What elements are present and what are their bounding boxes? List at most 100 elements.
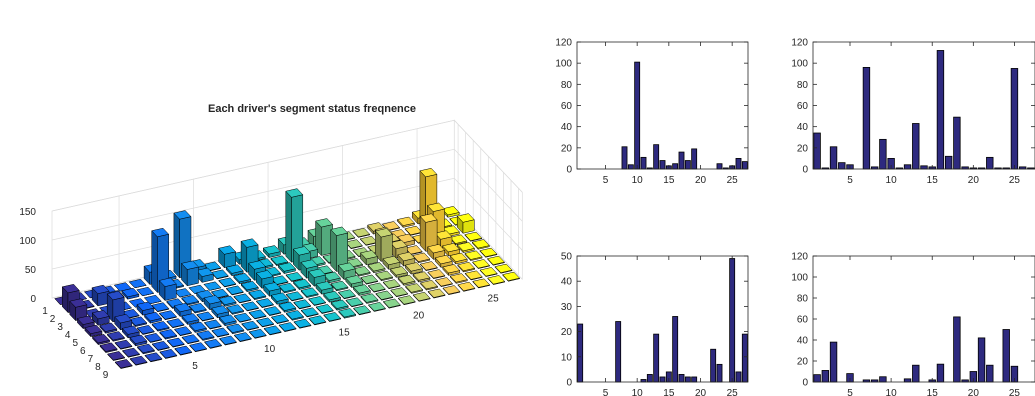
y-tick-label: 0 bbox=[802, 165, 808, 176]
bar3-bar bbox=[457, 281, 476, 293]
bar bbox=[944, 155, 953, 170]
bar3-bar bbox=[449, 273, 468, 285]
x-tick-label: 25 bbox=[488, 294, 500, 305]
bar3-bar bbox=[360, 250, 378, 266]
bar bbox=[912, 364, 920, 383]
bar3-bar bbox=[129, 355, 148, 366]
bar3-bar bbox=[204, 339, 223, 350]
bar3-bar bbox=[136, 301, 155, 316]
bar bbox=[678, 151, 685, 170]
bar3-bar bbox=[271, 314, 290, 325]
bar3-bar bbox=[84, 324, 103, 338]
bar bbox=[691, 376, 698, 383]
bar3-bar bbox=[159, 329, 178, 340]
x-tick-label: 15 bbox=[927, 388, 939, 396]
bar3-bar bbox=[352, 266, 371, 277]
bar bbox=[672, 163, 679, 170]
x-tick-label: 20 bbox=[695, 388, 707, 396]
bar3-bar bbox=[225, 264, 244, 277]
bar3-bar bbox=[464, 231, 483, 242]
bar3-bar bbox=[129, 334, 148, 347]
bar3-bar bbox=[203, 295, 222, 311]
bar3-bar bbox=[151, 341, 170, 352]
axes-box bbox=[576, 255, 749, 383]
bar3-bar bbox=[374, 228, 393, 263]
bar3-bar bbox=[472, 259, 491, 270]
bar3-bar bbox=[419, 261, 438, 272]
y-tick-label: 2 bbox=[50, 314, 56, 325]
bar3-bar bbox=[173, 210, 192, 279]
y-tick-label: 80 bbox=[797, 80, 809, 91]
bar3-bar bbox=[114, 314, 133, 331]
bar3-bar bbox=[449, 252, 468, 265]
bar3-bar bbox=[263, 306, 282, 317]
bar3-bar bbox=[211, 327, 230, 338]
bar3-bar bbox=[285, 310, 304, 321]
bar3-bar bbox=[196, 330, 215, 342]
bar3-bar bbox=[121, 287, 140, 300]
bar bbox=[1010, 68, 1019, 170]
bar3-bar bbox=[479, 267, 498, 278]
bar bbox=[640, 156, 647, 170]
bar3-bar bbox=[255, 298, 274, 309]
y-tick-label: 60 bbox=[561, 101, 573, 112]
bar3-bar bbox=[457, 261, 476, 273]
bar3-bar bbox=[293, 278, 312, 291]
bar3-bar bbox=[233, 273, 252, 285]
y-tick-label: 1 bbox=[42, 306, 48, 317]
bar3-bar bbox=[487, 255, 505, 266]
z-tick-label: 150 bbox=[19, 207, 36, 218]
bar3-bar bbox=[189, 342, 208, 353]
x-tick-label: 10 bbox=[264, 344, 276, 355]
bar3-bar bbox=[136, 325, 155, 336]
bar bbox=[621, 146, 628, 170]
bar bbox=[813, 374, 821, 383]
bar bbox=[829, 341, 838, 383]
bar3-bar bbox=[188, 303, 207, 314]
bar3-bar bbox=[174, 326, 193, 337]
bar bbox=[953, 116, 961, 170]
bar3-bar bbox=[494, 263, 513, 274]
bar3-bar bbox=[471, 239, 490, 250]
x-tick-label: 10 bbox=[632, 388, 644, 396]
bar3-bar bbox=[166, 337, 185, 348]
y-tick-label: 30 bbox=[561, 302, 573, 313]
bar3-bar bbox=[225, 285, 244, 296]
y-tick-label: 9 bbox=[103, 370, 109, 381]
y-tick-label: 120 bbox=[791, 252, 808, 263]
bar3-bar bbox=[412, 252, 431, 264]
bar bbox=[691, 148, 698, 170]
bar3-bar bbox=[330, 299, 349, 311]
x-tick-label: 5 bbox=[603, 388, 609, 396]
bar3-bar bbox=[151, 321, 170, 332]
bar3-bar bbox=[92, 334, 111, 346]
bar3-bar bbox=[308, 296, 327, 307]
bar3-bar bbox=[420, 280, 439, 291]
y-tick-label: 6 bbox=[80, 346, 86, 357]
bar3-bar bbox=[136, 286, 155, 297]
x-tick-label: 25 bbox=[1009, 175, 1021, 186]
x-tick-label: 15 bbox=[663, 388, 675, 396]
bar3-bar bbox=[390, 287, 409, 298]
bar3-bar bbox=[181, 313, 200, 326]
bar3-bar bbox=[262, 245, 281, 259]
bar3-bar bbox=[233, 332, 252, 343]
bar bbox=[735, 371, 742, 383]
bar3-bar bbox=[353, 305, 372, 316]
y-tick-label: 40 bbox=[561, 277, 573, 288]
bar3-bar bbox=[211, 305, 230, 319]
bar3-bar bbox=[441, 206, 460, 218]
y-tick-label: 20 bbox=[561, 327, 573, 338]
bar3-bar bbox=[248, 289, 267, 301]
bar3-bar bbox=[375, 290, 394, 301]
bar3-bar bbox=[442, 285, 461, 296]
bar3-bar bbox=[338, 308, 357, 319]
bar3-bar bbox=[107, 351, 126, 362]
bar3-bar bbox=[159, 349, 178, 360]
bar3-bar bbox=[442, 243, 461, 257]
bar3-bar bbox=[323, 291, 342, 303]
y-tick-label: 80 bbox=[797, 294, 809, 305]
bar3-bar bbox=[233, 312, 252, 324]
y-tick-label: 60 bbox=[797, 315, 809, 326]
bar3-bar bbox=[345, 297, 364, 308]
